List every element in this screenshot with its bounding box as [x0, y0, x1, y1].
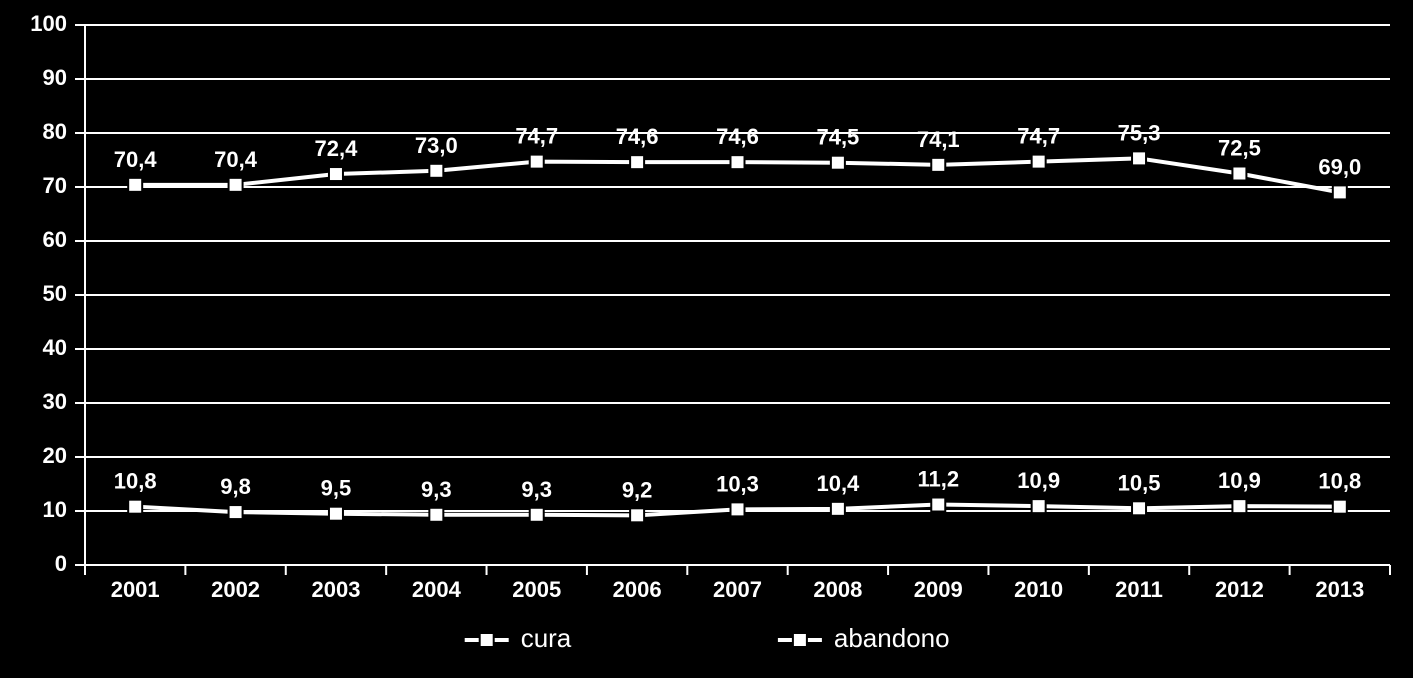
series-marker-abandono	[931, 498, 945, 512]
series-marker-abandono	[530, 508, 544, 522]
legend-marker-icon	[793, 633, 807, 647]
data-label: 10,4	[816, 471, 860, 496]
x-tick-label: 2002	[211, 577, 260, 602]
series-marker-cura	[128, 178, 142, 192]
y-tick-label: 50	[43, 281, 67, 306]
data-label: 73,0	[415, 133, 458, 158]
y-tick-label: 100	[30, 11, 67, 36]
y-tick-label: 10	[43, 497, 67, 522]
data-label: 74,7	[1017, 124, 1060, 149]
series-marker-cura	[731, 155, 745, 169]
x-tick-label: 2009	[914, 577, 963, 602]
x-tick-label: 2001	[111, 577, 160, 602]
series-marker-cura	[1333, 185, 1347, 199]
data-label: 9,5	[321, 476, 352, 501]
series-marker-abandono	[1333, 500, 1347, 514]
series-marker-abandono	[831, 502, 845, 516]
data-label: 10,8	[114, 469, 157, 494]
line-chart: 0 10 20 30 40 50 60 70 80 90 100 2001 2002 2003 2004 20…	[0, 0, 1413, 678]
series-marker-abandono	[630, 508, 644, 522]
series-marker-cura	[530, 155, 544, 169]
y-tick-label: 30	[43, 389, 67, 414]
data-label: 10,9	[1017, 468, 1060, 493]
data-label: 9,3	[421, 477, 452, 502]
series-marker-cura	[1232, 167, 1246, 181]
x-tick-label: 2007	[713, 577, 762, 602]
data-label: 69,0	[1318, 154, 1361, 179]
series-marker-cura	[329, 167, 343, 181]
x-tick-label: 2003	[311, 577, 360, 602]
series-marker-abandono	[1132, 501, 1146, 515]
chart-container: 0 10 20 30 40 50 60 70 80 90 100 2001 2002 2003 2004 20…	[0, 0, 1413, 678]
data-label: 9,8	[220, 474, 251, 499]
data-label: 10,8	[1318, 469, 1361, 494]
y-tick-label: 90	[43, 65, 67, 90]
data-label: 75,3	[1118, 120, 1161, 145]
legend-label: abandono	[834, 623, 950, 653]
series-marker-cura	[931, 158, 945, 172]
x-tick-label: 2005	[512, 577, 561, 602]
series-marker-cura	[1032, 155, 1046, 169]
data-label: 74,6	[616, 124, 659, 149]
x-tick-label: 2006	[613, 577, 662, 602]
data-label: 74,5	[816, 125, 859, 150]
data-label: 10,9	[1218, 468, 1261, 493]
data-label: 9,3	[521, 477, 552, 502]
y-tick-label: 0	[55, 551, 67, 576]
x-tick-label: 2012	[1215, 577, 1264, 602]
y-tick-label: 80	[43, 119, 67, 144]
data-label: 72,5	[1218, 136, 1261, 161]
series-marker-abandono	[731, 502, 745, 516]
series-marker-cura	[831, 156, 845, 170]
y-tick-label: 40	[43, 335, 67, 360]
series-marker-cura	[1132, 151, 1146, 165]
data-label: 10,5	[1118, 470, 1161, 495]
y-tick-label: 70	[43, 173, 67, 198]
series-marker-abandono	[429, 508, 443, 522]
data-label: 70,4	[114, 147, 158, 172]
series-marker-cura	[630, 155, 644, 169]
data-label: 72,4	[315, 136, 359, 161]
series-marker-abandono	[128, 500, 142, 514]
x-tick-label: 2010	[1014, 577, 1063, 602]
series-marker-abandono	[329, 507, 343, 521]
y-tick-label: 60	[43, 227, 67, 252]
series-marker-abandono	[1232, 499, 1246, 513]
series-marker-cura	[229, 178, 243, 192]
data-label: 10,3	[716, 471, 759, 496]
data-label: 70,4	[214, 147, 258, 172]
data-label: 74,6	[716, 124, 759, 149]
x-tick-label: 2004	[412, 577, 462, 602]
data-label: 9,2	[622, 477, 653, 502]
series-marker-abandono	[229, 505, 243, 519]
legend-label: cura	[521, 623, 572, 653]
data-label: 11,2	[917, 467, 959, 492]
series-marker-abandono	[1032, 499, 1046, 513]
x-tick-label: 2013	[1315, 577, 1364, 602]
data-label: 74,1	[917, 127, 960, 152]
data-label: 74,7	[515, 124, 558, 149]
x-tick-label: 2008	[813, 577, 862, 602]
x-tick-label: 2011	[1115, 577, 1163, 602]
y-tick-label: 20	[43, 443, 67, 468]
legend-marker-icon	[480, 633, 494, 647]
series-marker-cura	[429, 164, 443, 178]
